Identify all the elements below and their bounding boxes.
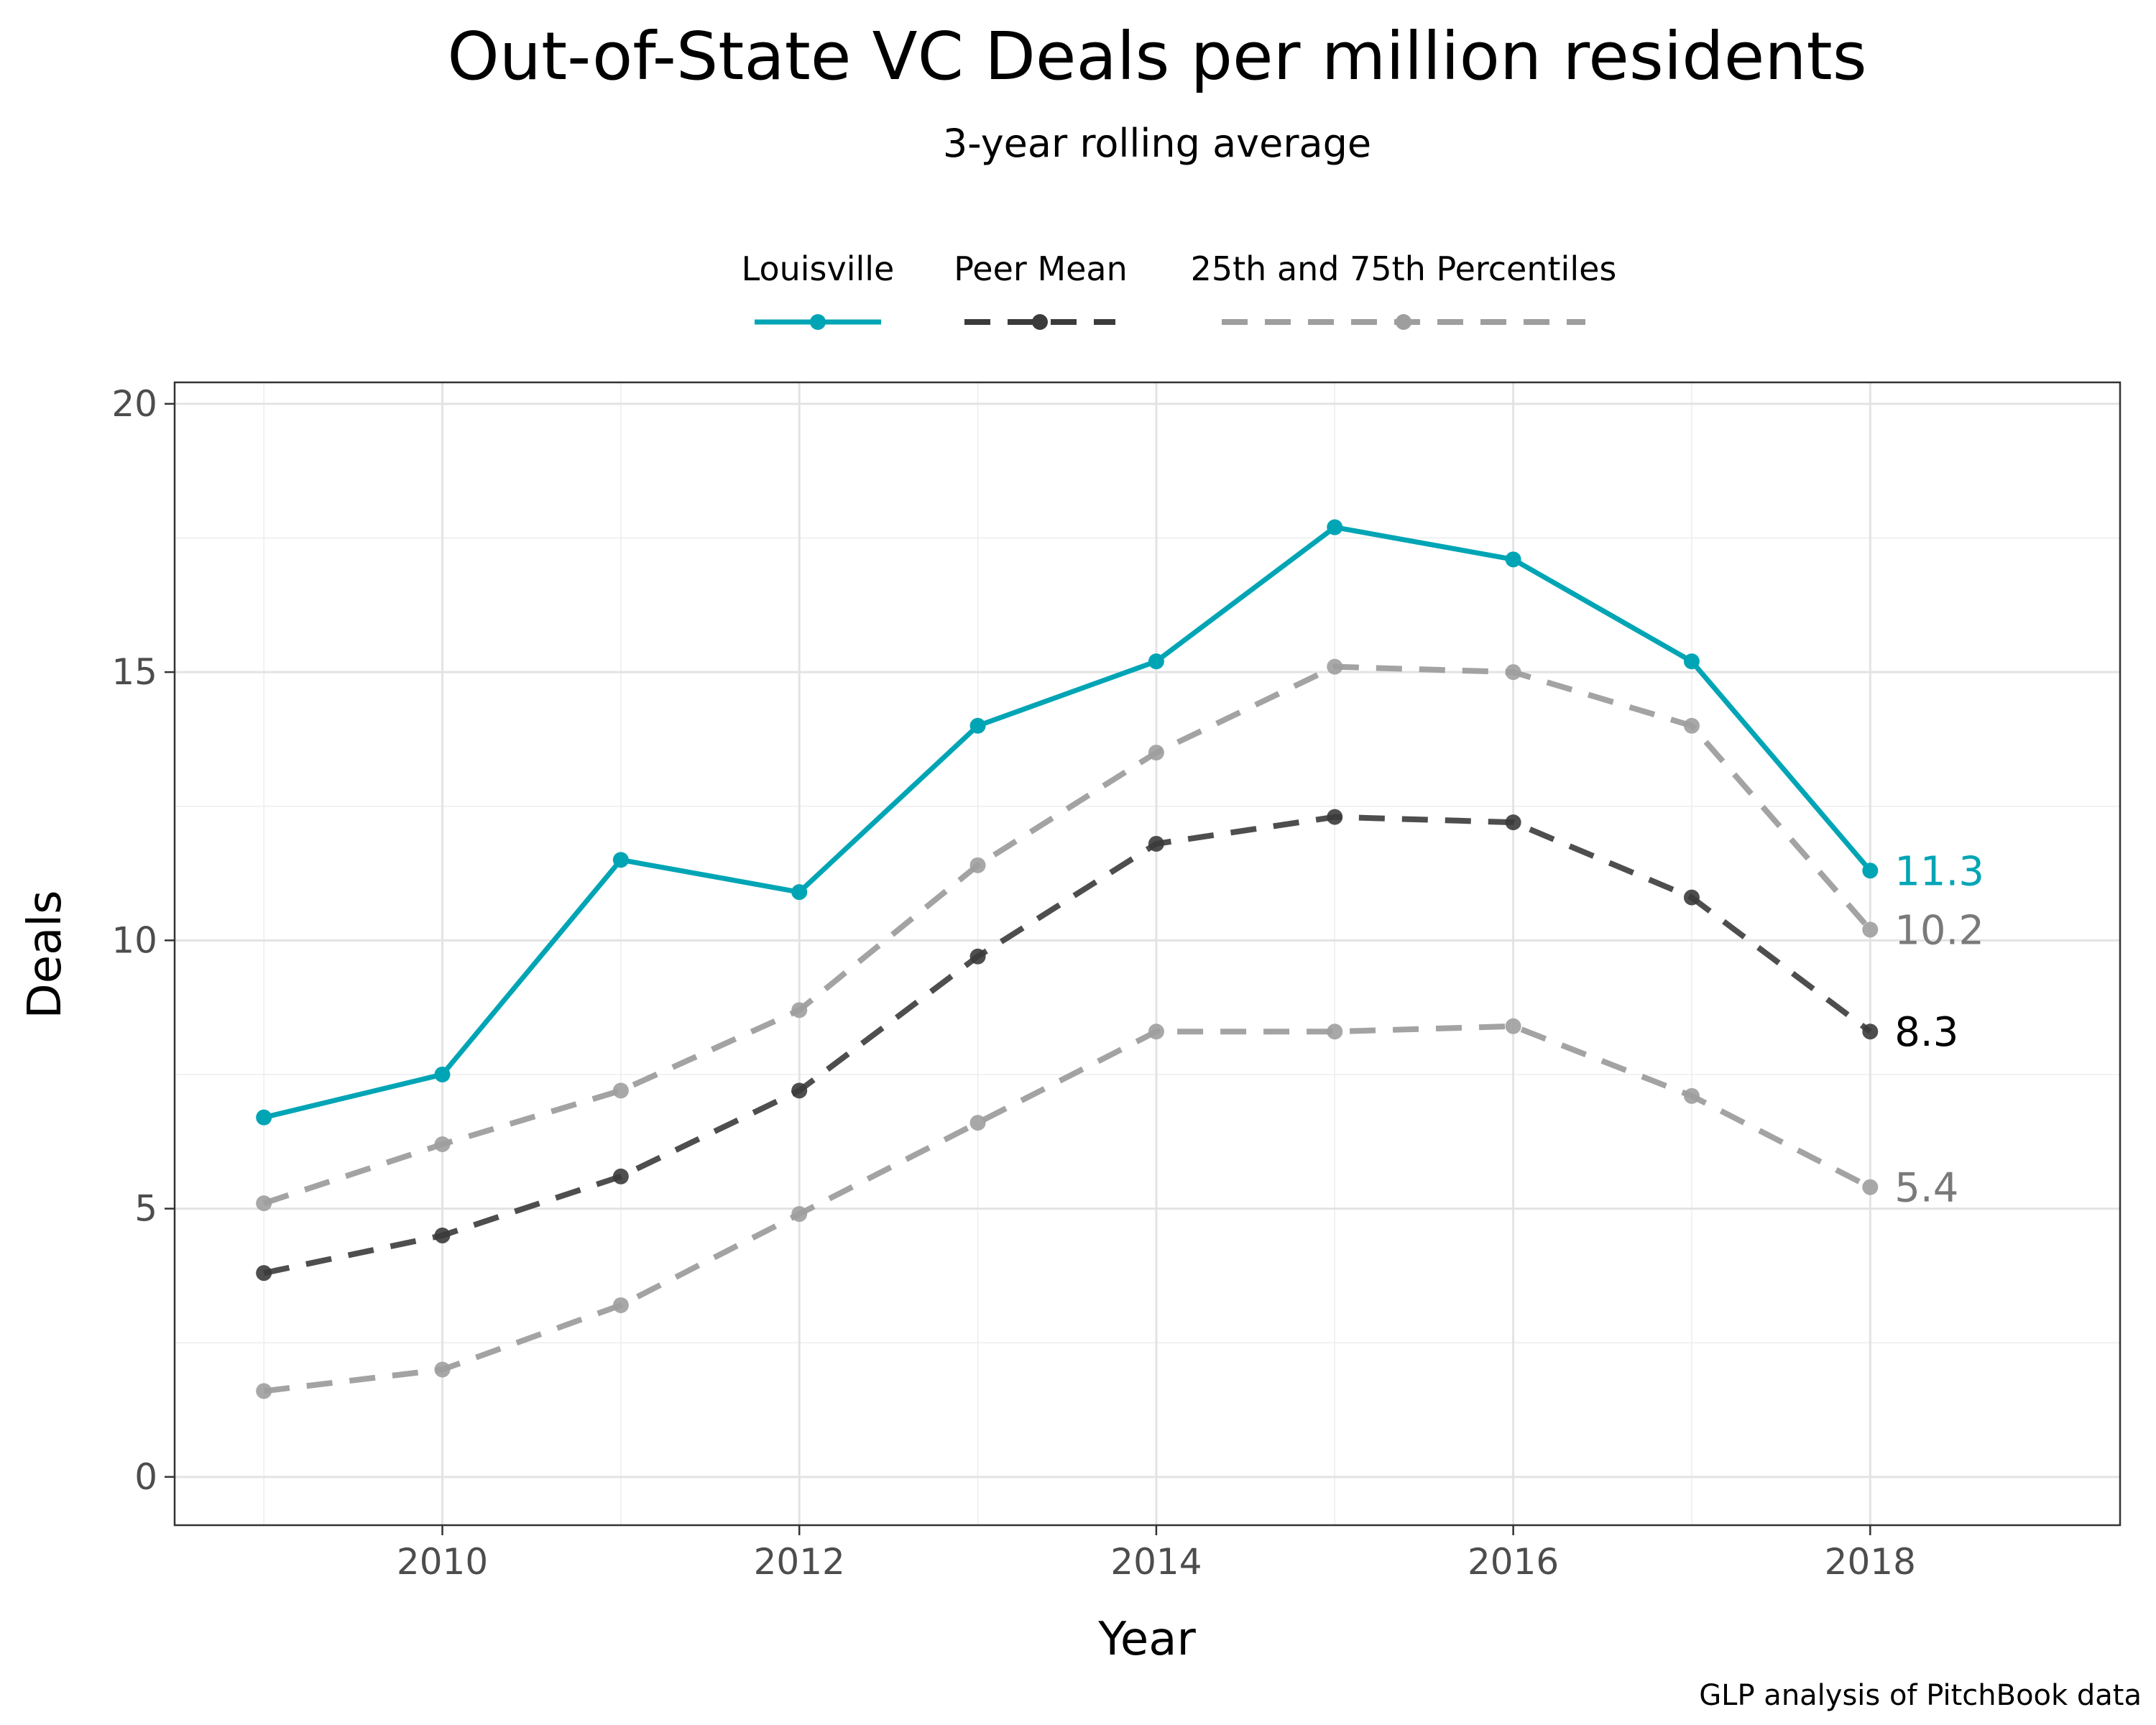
data-point-louisville	[1862, 862, 1879, 879]
data-point-percentile_75	[612, 1082, 629, 1099]
end-label-percentile_75: 10.2	[1894, 907, 1984, 954]
data-point-louisville	[1327, 519, 1343, 535]
data-point-percentile_25	[1862, 1179, 1879, 1195]
legend-key-point	[1396, 314, 1411, 330]
legend-key-point	[810, 314, 826, 330]
data-point-peer_mean	[256, 1265, 272, 1282]
legend: Louisville Peer Mean 25th and 75th Percent…	[742, 249, 1617, 330]
data-point-louisville	[1505, 551, 1521, 568]
y-axis-title: Deals	[19, 891, 72, 1019]
data-point-percentile_25	[969, 1115, 986, 1131]
data-point-percentile_75	[1683, 717, 1700, 734]
data-point-peer_mean	[1327, 809, 1343, 825]
x-tick-label: 2014	[1110, 1541, 1202, 1583]
end-labels: 5.4 10.2 8.3 11.3	[1894, 848, 1984, 1211]
data-point-percentile_25	[612, 1297, 629, 1313]
data-point-peer_mean	[1683, 889, 1700, 906]
data-point-peer_mean	[612, 1168, 629, 1184]
data-point-percentile_25	[434, 1361, 451, 1378]
chart-caption: GLP analysis of PitchBook data	[1699, 1679, 2142, 1712]
y-tick-label: 10	[111, 919, 157, 961]
data-point-percentile_75	[1862, 921, 1879, 938]
data-point-percentile_75	[969, 857, 986, 873]
y-tick-label: 0	[134, 1456, 157, 1498]
x-tick-label: 2018	[1825, 1541, 1916, 1583]
data-point-percentile_25	[791, 1206, 808, 1223]
series-line-percentile_25	[263, 1023, 1872, 1394]
legend-key-point	[1032, 314, 1048, 330]
chart-subtitle: 3-year rolling average	[943, 121, 1371, 166]
data-point-percentile_75	[1505, 664, 1521, 681]
data-point-peer_mean	[434, 1227, 451, 1243]
data-point-louisville	[791, 884, 808, 901]
data-point-louisville	[1683, 653, 1700, 670]
y-tick-label: 20	[111, 383, 157, 425]
data-point-louisville	[612, 852, 629, 868]
series-line-louisville	[263, 525, 1872, 1121]
chart-title: Out-of-State VC Deals per million reside…	[447, 18, 1866, 95]
x-axis-title: Year	[1097, 1613, 1196, 1666]
data-point-percentile_25	[1327, 1024, 1343, 1040]
plot-panel-border	[173, 381, 2122, 1527]
legend-label: 25th and 75th Percentiles	[1191, 249, 1617, 288]
data-point-louisville	[1148, 653, 1164, 670]
data-point-percentile_25	[1148, 1024, 1164, 1040]
legend-label: Peer Mean	[954, 249, 1128, 288]
data-point-percentile_25	[1505, 1018, 1521, 1034]
y-tick-label: 5	[134, 1188, 157, 1230]
data-point-percentile_75	[1327, 658, 1343, 675]
data-point-peer_mean	[1505, 814, 1521, 831]
series-layer	[256, 519, 1879, 1399]
legend-label: Louisville	[742, 249, 895, 288]
data-point-louisville	[434, 1066, 451, 1082]
series-line-percentile_75	[262, 663, 1873, 1206]
data-point-percentile_75	[256, 1195, 272, 1212]
data-point-louisville	[256, 1109, 272, 1126]
series-line-peer_mean	[263, 814, 1872, 1276]
data-point-percentile_75	[1148, 745, 1164, 761]
grid	[175, 382, 2120, 1525]
data-point-percentile_25	[1683, 1087, 1700, 1104]
data-point-peer_mean	[791, 1082, 808, 1099]
end-label-louisville: 11.3	[1894, 848, 1984, 895]
x-tick-label: 2016	[1468, 1541, 1559, 1583]
data-point-peer_mean	[969, 948, 986, 965]
data-point-louisville	[969, 717, 986, 734]
end-label-percentile_25: 5.4	[1894, 1165, 1958, 1212]
data-point-percentile_75	[434, 1136, 451, 1152]
axis-ticks: 0 5 10 15 20 2010 2012 2014 2016 2018	[111, 383, 1916, 1583]
end-label-peer_mean: 8.3	[1894, 1009, 1958, 1056]
x-tick-label: 2012	[754, 1541, 845, 1583]
data-point-peer_mean	[1148, 835, 1164, 852]
x-tick-label: 2010	[397, 1541, 488, 1583]
y-tick-label: 15	[111, 651, 157, 693]
data-point-percentile_25	[256, 1383, 272, 1399]
data-point-peer_mean	[1862, 1024, 1879, 1040]
data-point-percentile_75	[791, 1002, 808, 1018]
